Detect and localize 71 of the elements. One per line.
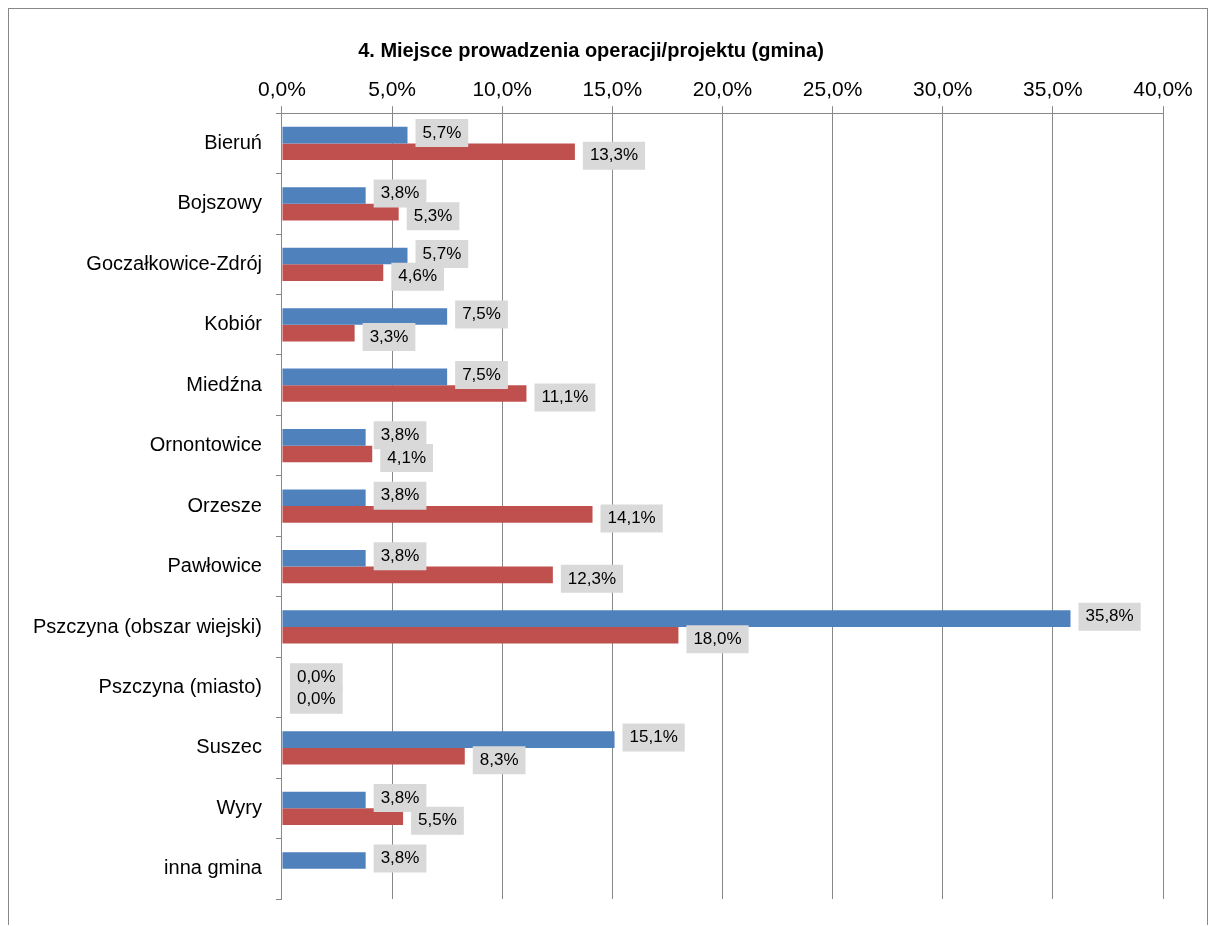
bar xyxy=(282,731,615,748)
bar xyxy=(282,126,408,144)
bar xyxy=(282,791,366,809)
bar xyxy=(282,324,355,342)
data-label: 7,5% xyxy=(462,304,501,324)
y-tick-label: Pszczyna (miasto) xyxy=(98,674,262,697)
data-label: 11,1% xyxy=(541,387,589,407)
bar xyxy=(282,747,465,765)
data-label: 4,1% xyxy=(387,447,426,467)
y-tick-label: Pawłowice xyxy=(167,554,262,577)
data-label: 15,1% xyxy=(629,727,678,747)
x-tick-label: 35,0% xyxy=(1023,77,1083,101)
x-tick-label: 10,0% xyxy=(472,77,532,101)
bar xyxy=(282,247,408,265)
y-tick-label: Kobiór xyxy=(204,312,263,335)
bar xyxy=(282,549,366,567)
data-label: 8,3% xyxy=(479,749,519,769)
data-label: 3,8% xyxy=(380,425,420,445)
y-tick-label: Pszczyna (obszar wiejski) xyxy=(32,614,262,637)
data-label: 12,3% xyxy=(567,568,617,588)
data-label: 3,8% xyxy=(380,183,420,203)
data-label: 3,8% xyxy=(380,485,420,505)
y-tick-label: Wyry xyxy=(216,795,262,818)
bar xyxy=(282,264,384,281)
bar xyxy=(282,385,527,402)
x-tick-label: 20,0% xyxy=(692,77,753,101)
data-label: 14,1% xyxy=(607,508,656,528)
data-label: 13,3% xyxy=(589,145,639,165)
x-tick-label: 40,0% xyxy=(1133,77,1193,101)
chart-title: 4. Miejsce prowadzenia operacji/projektu (gmina) xyxy=(358,38,824,61)
bar xyxy=(282,429,366,446)
y-tick-label: Bieruń xyxy=(204,130,262,153)
data-label: 3,8% xyxy=(380,787,420,807)
x-tick-label: 5,0% xyxy=(368,77,417,101)
y-tick-label: Miedźna xyxy=(186,372,263,395)
data-label: 35,8% xyxy=(1085,606,1134,626)
y-tick-label: Orzesze xyxy=(187,493,262,516)
y-tick-label: Suszec xyxy=(196,735,262,758)
bar xyxy=(282,489,366,507)
y-tick-label: Goczałkowice-Zdrój xyxy=(86,251,262,274)
x-tick-label: 0,0% xyxy=(258,77,306,101)
data-label: 4,6% xyxy=(398,266,438,286)
x-tick-label: 25,0% xyxy=(802,77,863,101)
bar xyxy=(282,308,448,325)
bar xyxy=(282,143,575,161)
bar xyxy=(282,506,593,523)
data-label: 3,8% xyxy=(380,545,420,565)
bar xyxy=(282,852,366,869)
x-tick-label: 15,0% xyxy=(582,77,643,101)
data-label: 3,8% xyxy=(380,848,420,868)
data-label: 3,3% xyxy=(369,326,409,346)
y-tick-label: inna gmina xyxy=(164,856,263,879)
data-label: 5,5% xyxy=(418,810,457,830)
data-label: 7,5% xyxy=(462,364,501,384)
data-label: 0,0% xyxy=(296,689,336,709)
data-label: 5,3% xyxy=(413,205,453,225)
bar xyxy=(282,808,404,825)
data-label: 5,7% xyxy=(422,122,462,142)
bar xyxy=(282,187,366,204)
y-tick-label: Bojszowy xyxy=(177,191,262,214)
bar xyxy=(282,368,448,386)
bar xyxy=(282,626,679,644)
y-tick-label: Ornontowice xyxy=(149,433,262,456)
bar xyxy=(282,445,373,463)
data-label: 18,0% xyxy=(693,628,742,648)
data-label: 5,7% xyxy=(422,243,462,263)
bar xyxy=(282,610,1071,627)
data-label: 0,0% xyxy=(296,666,336,686)
x-tick-label: 30,0% xyxy=(912,77,973,101)
bar xyxy=(282,203,399,221)
bar xyxy=(282,566,553,584)
